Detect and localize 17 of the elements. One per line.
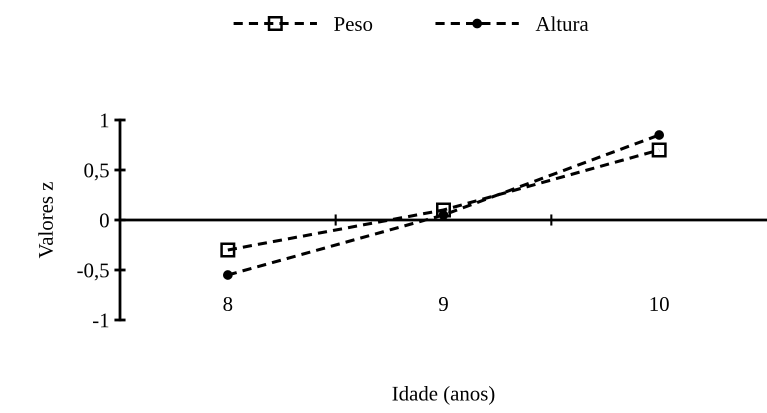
x-tick-label: 9 (438, 297, 448, 312)
y-tick-label: 0,5 (84, 163, 109, 180)
x-tick-label: 8 (223, 296, 232, 312)
point (436, 202, 451, 218)
point (220, 242, 236, 258)
point (652, 142, 667, 158)
y-tick-label: -1 (93, 313, 108, 328)
y-tick-label: -0,5 (77, 263, 109, 280)
y-tick-label: 1 (101, 113, 108, 128)
y-axis-title: Valores z (38, 182, 54, 258)
legend-label: Altura (536, 16, 588, 32)
y-tick-label: 0 (100, 213, 109, 228)
point (222, 270, 233, 280)
x-axis-title: Idade (anos) (392, 386, 494, 405)
point (654, 130, 664, 140)
legend-label: Peso (334, 17, 372, 32)
x-tick-label: 10 (650, 296, 669, 312)
